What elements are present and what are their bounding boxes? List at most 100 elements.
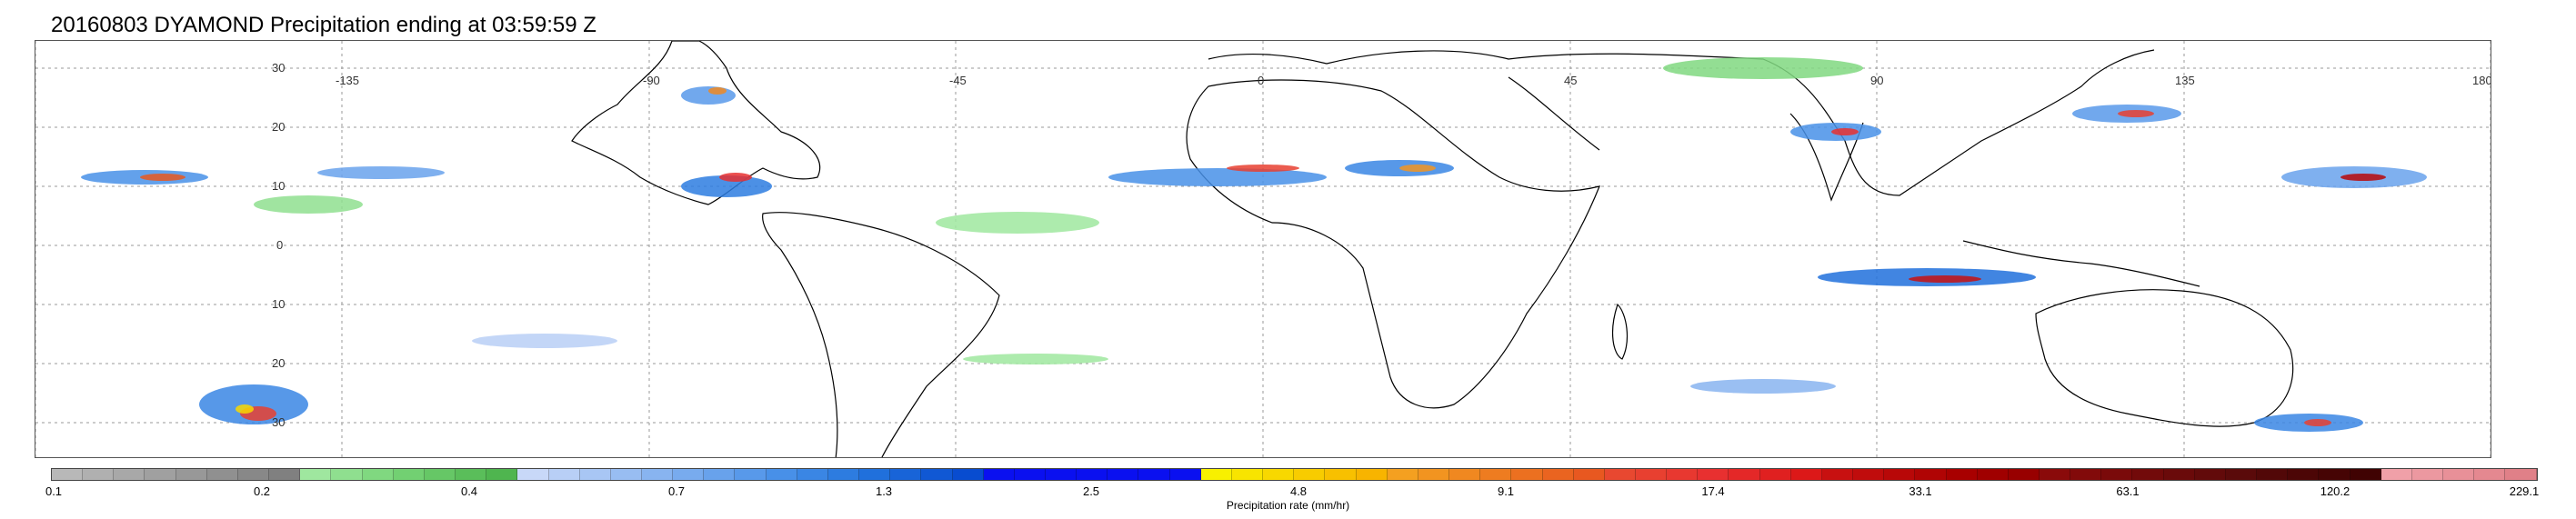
lon-label: 135 [2175, 74, 2195, 87]
colorbar-segment [362, 469, 394, 480]
precip-cell [1399, 165, 1436, 172]
colorbar-segment [2505, 469, 2537, 480]
colorbar-segment [1046, 469, 1078, 480]
coastline-madagascar [1612, 303, 1628, 360]
coastline-south-america [762, 212, 1000, 457]
precip-cell [719, 173, 752, 182]
colorbar-segment [2132, 469, 2164, 480]
colorbar-segment [890, 469, 922, 480]
colorbar-segment [704, 469, 736, 480]
precip-cell [140, 174, 185, 181]
colorbar-segment [83, 469, 115, 480]
colorbar-segment [2411, 469, 2444, 480]
precip-cell [2304, 419, 2331, 426]
colorbar-segment [1200, 469, 1232, 480]
colorbar-segment [1356, 469, 1388, 480]
lat-label: 30 [272, 61, 286, 75]
coastlines [571, 41, 2294, 457]
colorbar-segment [2163, 469, 2195, 480]
colorbar-segment [1542, 469, 1574, 480]
colorbar-segment [1449, 469, 1481, 480]
lat-label: 10 [272, 179, 286, 193]
colorbar-segment [2040, 469, 2071, 480]
colorbar-segment [1729, 469, 1760, 480]
colorbar-segment [2257, 469, 2289, 480]
colorbar-segment [52, 469, 84, 480]
colorbar-segment [766, 469, 797, 480]
colorbar-tick-label: 1.3 [875, 484, 893, 498]
colorbar-segment [797, 469, 828, 480]
map-canvas [35, 41, 2491, 457]
colorbar-tick-label: 120.2 [2320, 484, 2350, 498]
colorbar-segment [921, 469, 953, 480]
precip-cell [1690, 379, 1836, 394]
lon-label: 0 [1258, 74, 1265, 87]
precip-cell [1663, 57, 1863, 79]
colorbar-tick-label: 9.1 [1497, 484, 1515, 498]
map-title: 20160803 DYAMOND Precipitation ending at… [51, 13, 596, 37]
precip-cell [254, 195, 363, 214]
colorbar-title: Precipitation rate (mm/hr) [1226, 499, 1350, 512]
lat-label: 10 [272, 297, 286, 311]
colorbar-segment [735, 469, 767, 480]
colorbar-segment [1231, 469, 1264, 480]
colorbar-segment [1108, 469, 1139, 480]
precip-cell [1227, 165, 1299, 172]
lat-label: 20 [272, 120, 286, 134]
colorbar-segment [1635, 469, 1668, 480]
colorbar-segment [1573, 469, 1605, 480]
lat-label: 20 [272, 356, 286, 370]
precip-cell [317, 166, 445, 179]
precip-cell [199, 384, 308, 424]
precip-cell [963, 354, 1108, 364]
colorbar-segment [2194, 469, 2226, 480]
colorbar-tick-label: 17.4 [1701, 484, 1725, 498]
colorbar-segment [2381, 469, 2412, 480]
colorbar-tick-label: 229.1 [2509, 484, 2540, 498]
colorbar-segment [1138, 469, 1170, 480]
colorbar-segment [175, 469, 207, 480]
colorbar-segment [2474, 469, 2506, 480]
coastline-arabia [1508, 76, 1600, 151]
precip-cell [708, 87, 727, 95]
colorbar [51, 468, 2538, 481]
colorbar-segment [641, 469, 674, 480]
colorbar-segment [517, 469, 549, 480]
colorbar-segment [331, 469, 363, 480]
colorbar-segment [2288, 469, 2320, 480]
colorbar-segment [1884, 469, 1916, 480]
colorbar-tick-label: 33.1 [1909, 484, 1932, 498]
colorbar-segment [1480, 469, 1512, 480]
gridlines [35, 41, 2491, 457]
precip-cell [936, 212, 1099, 234]
colorbar-segment [610, 469, 642, 480]
lon-label: 45 [1564, 74, 1578, 87]
lon-label: 180 [2472, 74, 2491, 87]
colorbar-segment [548, 469, 580, 480]
lon-label: -135 [336, 74, 360, 87]
colorbar-segment [486, 469, 518, 480]
colorbar-segment [1759, 469, 1791, 480]
colorbar-segment [456, 469, 487, 480]
precipitation-field [81, 57, 2427, 432]
colorbar-segment [2225, 469, 2258, 480]
coastline-eurasia [1208, 49, 2155, 196]
lon-label: -90 [643, 74, 660, 87]
colorbar-segment [1263, 469, 1295, 480]
colorbar-segment [1915, 469, 1947, 480]
colorbar-tick-label: 0.1 [45, 484, 63, 498]
colorbar-tick-label: 0.2 [253, 484, 271, 498]
colorbar-segment [1014, 469, 1046, 480]
colorbar-segment [1604, 469, 1636, 480]
colorbar-segment [1977, 469, 2009, 480]
colorbar-segment [1511, 469, 1543, 480]
colorbar-segment [145, 469, 176, 480]
colorbar-segment [1821, 469, 1854, 480]
colorbar-segment [1946, 469, 1978, 480]
coastline-australia [2035, 289, 2294, 427]
precip-cell [681, 175, 772, 197]
precip-cell [2118, 110, 2154, 117]
colorbar-segment [983, 469, 1015, 480]
colorbar-segment [1790, 469, 1822, 480]
colorbar-segment [206, 469, 238, 480]
